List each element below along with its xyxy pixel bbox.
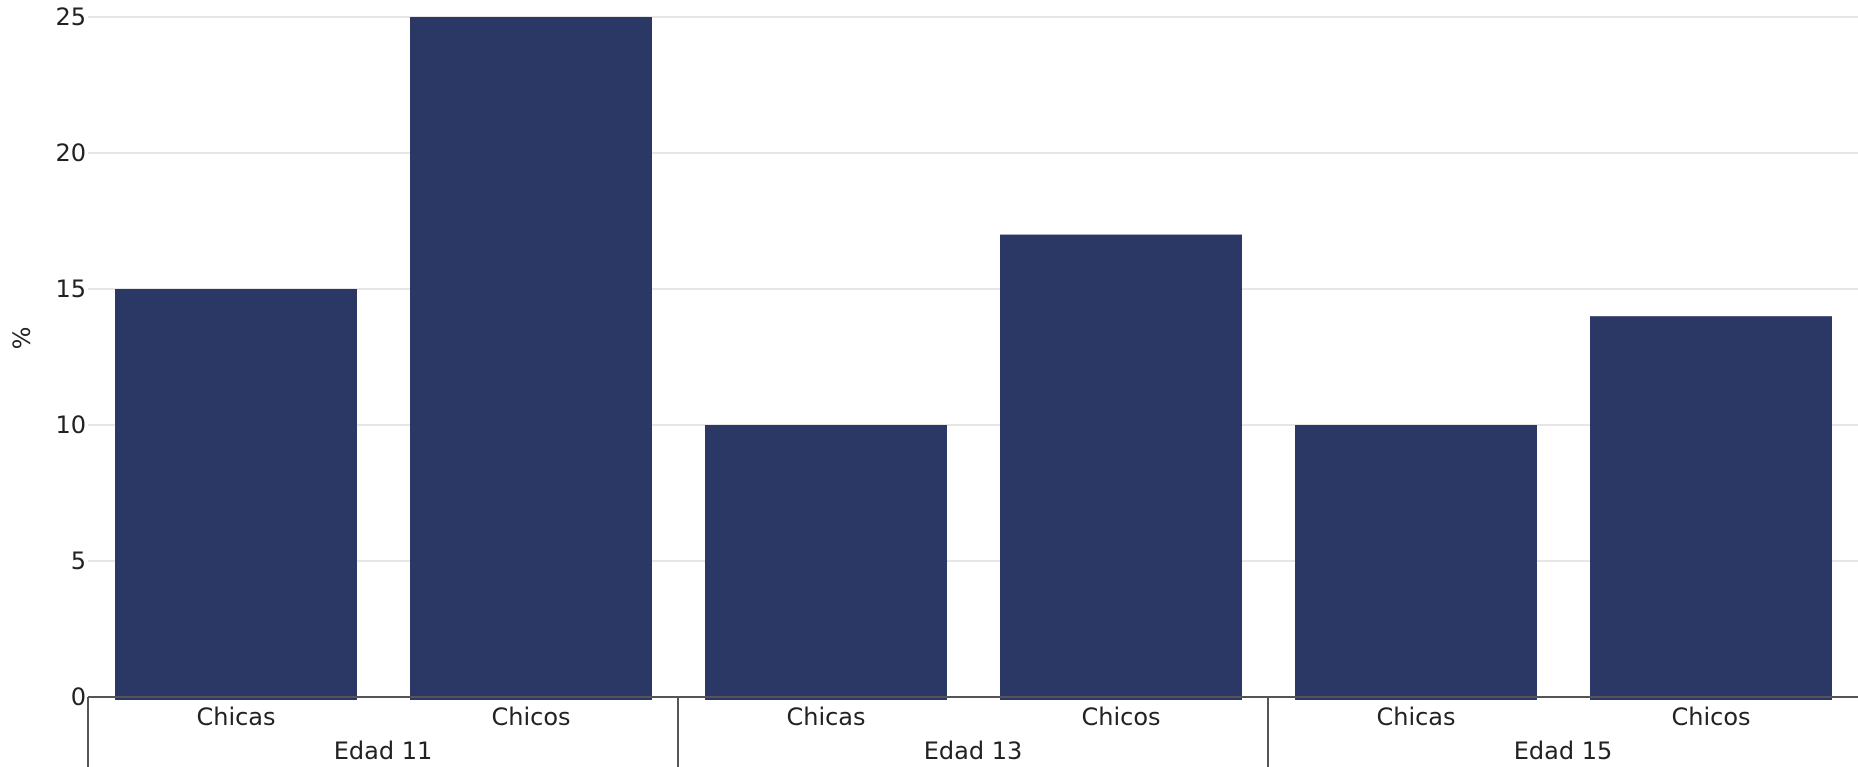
bar xyxy=(410,17,652,700)
bar xyxy=(1295,425,1537,700)
bars xyxy=(115,17,1832,700)
category-label: Chicos xyxy=(491,703,570,731)
labels: 0 5 10 15 20 25 Chicas Chicos Edad 11 Chicas Chico… xyxy=(55,3,1750,765)
bar xyxy=(705,425,947,700)
category-label: Chicos xyxy=(1081,703,1160,731)
axes xyxy=(87,696,1858,767)
category-label: Chicas xyxy=(196,703,275,731)
category-label: Chicas xyxy=(1376,703,1455,731)
y-tick-label: 25 xyxy=(55,3,86,31)
bar xyxy=(115,289,357,700)
y-tick-label: 20 xyxy=(55,139,86,167)
group-label: Edad 15 xyxy=(1514,737,1613,765)
y-tick-label: 5 xyxy=(71,547,86,575)
group-label: Edad 11 xyxy=(334,737,433,765)
y-tick-label: 0 xyxy=(71,683,86,711)
y-axis-title: % xyxy=(8,327,36,350)
bar xyxy=(1590,316,1832,700)
y-tick-label: 15 xyxy=(55,275,86,303)
grid-lines xyxy=(88,16,1858,562)
category-label: Chicas xyxy=(786,703,865,731)
group-label: Edad 13 xyxy=(924,737,1023,765)
category-label: Chicos xyxy=(1671,703,1750,731)
y-tick-label: 10 xyxy=(55,411,86,439)
bar xyxy=(1000,234,1242,700)
